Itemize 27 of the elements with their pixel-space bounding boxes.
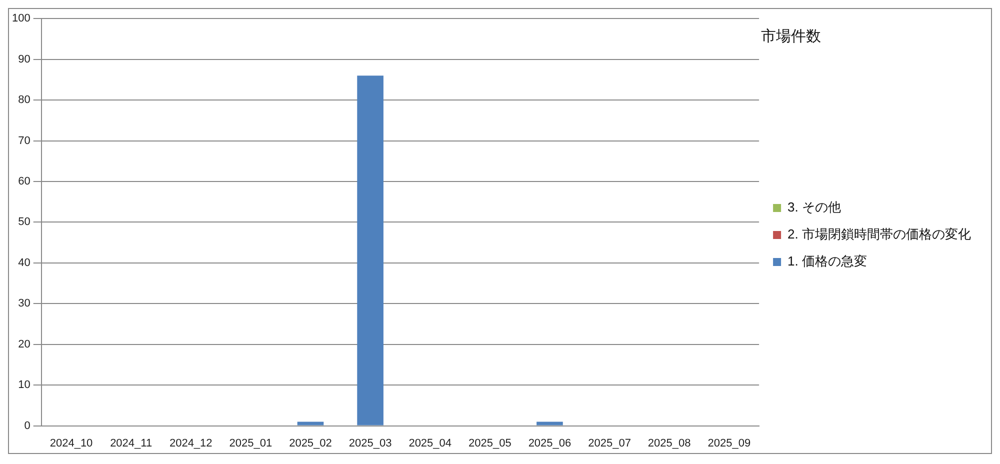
y-tick-label: 60 <box>18 176 30 188</box>
y-tick-label: 10 <box>18 379 30 392</box>
x-tick-label: 2025_06 <box>528 437 572 450</box>
y-tick-label: 70 <box>18 134 30 147</box>
x-tick-label: 2025_02 <box>289 437 332 450</box>
x-tick-label: 2025_01 <box>229 437 272 450</box>
x-tick-label: 2024_11 <box>110 437 152 450</box>
x-tick-label: 2025_08 <box>648 437 691 450</box>
x-tick-label: 2025_05 <box>468 437 512 450</box>
x-tick-label: 2025_07 <box>588 437 631 450</box>
x-tick-label: 2024_12 <box>169 437 212 450</box>
legend-label: 1. 価格の急変 <box>788 254 868 269</box>
legend-label: 2. 市場閉鎖時間帯の価格の変化 <box>788 226 972 242</box>
y-tick-label: 30 <box>18 298 30 310</box>
text: 市場件数 <box>761 27 821 46</box>
y-tick-label: 80 <box>18 94 30 106</box>
y-tick-label: 100 <box>12 12 30 25</box>
x-tick-label: 2025_09 <box>708 437 751 450</box>
x-tick-label: 2025_04 <box>408 437 452 450</box>
x-tick-label: 2024_10 <box>50 437 93 450</box>
y-tick-label: 0 <box>24 420 30 432</box>
y-tick-label: 50 <box>18 216 30 228</box>
y-tick-label: 40 <box>18 256 30 269</box>
y-tick-label: 20 <box>18 338 30 350</box>
legend-label: 3. その他 <box>788 200 842 215</box>
x-tick-label: 2025_03 <box>348 437 392 450</box>
y-tick-label: 90 <box>18 53 30 66</box>
